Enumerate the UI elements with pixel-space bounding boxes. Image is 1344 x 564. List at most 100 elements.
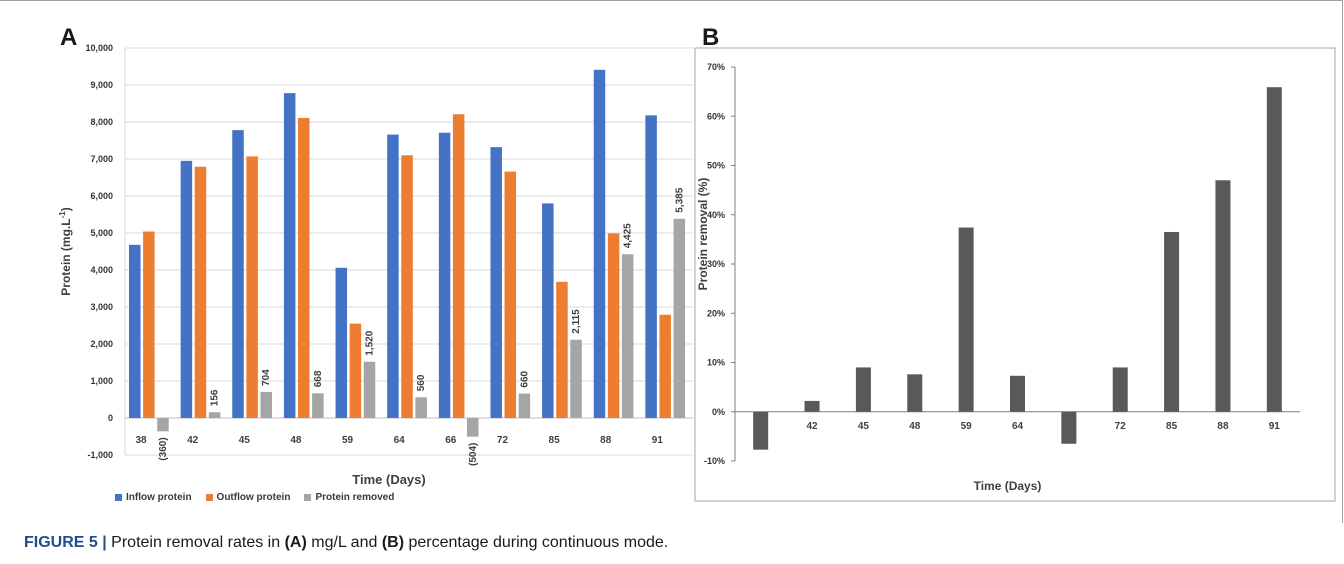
bar-b	[855, 367, 871, 412]
chart-b: -10% 0% 10% 20% 30% 40% 50% 60% 70% 42 45 48 59 64 72 8…	[694, 47, 1336, 502]
data-label-a: (504)	[468, 443, 479, 466]
bar-a-1	[607, 233, 620, 418]
y-tick-label-b: 60%	[707, 111, 725, 121]
caption-a: (A)	[284, 534, 307, 551]
data-label-a: 156	[210, 389, 221, 406]
bar-b	[1010, 375, 1025, 412]
y-tick-label-a: 8,000	[90, 117, 113, 127]
legend-item-removed: Protein removed	[304, 492, 394, 503]
figure-caption: FIGURE 5 | Protein removal rates in (A) …	[24, 534, 668, 552]
x-tick-label-a: 91	[652, 435, 664, 446]
bar-a-0	[335, 267, 348, 418]
y-tick-label-a: 2,000	[90, 339, 113, 349]
bar-a-1	[194, 166, 207, 418]
legend-a: Inflow protein Outflow protein Protein r…	[115, 492, 394, 503]
caption-text-1: Protein removal rates in	[106, 534, 285, 551]
x-axis-title-b: Time (Days)	[974, 479, 1042, 493]
x-tick-label-a: 64	[394, 435, 406, 446]
y-axis-title-b: Protein removal (%)	[696, 178, 710, 291]
x-tick-label-a: 72	[497, 435, 509, 446]
bar-a-2	[467, 418, 479, 437]
bar-a-1	[659, 314, 671, 418]
bar-a-2	[518, 393, 531, 418]
bar-a-2	[208, 412, 221, 418]
y-tick-label-b: 70%	[707, 62, 725, 72]
bar-a-2	[673, 218, 686, 418]
x-tick-label-b: 88	[1217, 421, 1229, 432]
y-axis-title-a-sup: -1	[58, 211, 67, 219]
bar-a-2	[312, 393, 324, 418]
bar-a-1	[298, 117, 310, 419]
x-tick-label-b: 48	[909, 421, 921, 432]
x-tick-label-a: 85	[549, 435, 561, 446]
bar-b	[804, 400, 820, 412]
y-tick-label-b: 20%	[707, 308, 725, 318]
legend-item-inflow: Inflow protein	[115, 492, 192, 503]
x-tick-label-a: 59	[342, 435, 354, 446]
bar-a-0	[129, 244, 141, 418]
x-tick-label-a: 45	[239, 435, 251, 446]
figure-frame	[0, 0, 1343, 523]
data-label-a: (360)	[158, 437, 169, 460]
legend-swatch-outflow	[205, 494, 213, 501]
y-tick-label-a: 5,000	[90, 228, 113, 238]
bar-a-2	[260, 391, 272, 418]
x-tick-label-b: 85	[1166, 421, 1178, 432]
legend-label-outflow: Outflow protein	[216, 492, 291, 503]
bar-b	[1061, 411, 1077, 444]
bar-b	[753, 411, 769, 450]
y-tick-label-a: 9,000	[90, 80, 113, 90]
y-tick-label-b: 0%	[712, 407, 725, 417]
bar-a-1	[349, 323, 362, 418]
y-tick-label-a: 7,000	[90, 154, 113, 164]
data-label-a: 2,115	[571, 309, 582, 334]
bar-a-1	[143, 231, 155, 418]
bar-a-1	[452, 114, 465, 418]
bar-a-0	[490, 147, 502, 418]
bar-a-0	[438, 132, 451, 419]
bar-a-0	[593, 69, 606, 418]
x-tick-label-a: 48	[290, 435, 302, 446]
y-tick-label-a: 6,000	[90, 191, 113, 201]
bar-a-0	[180, 160, 193, 418]
y-axis-title-a-main: Protein (mg.L	[59, 218, 73, 295]
data-label-a: 5,385	[674, 187, 685, 212]
x-tick-label-b: 64	[1012, 421, 1024, 432]
caption-tag: FIGURE 5 |	[24, 534, 107, 551]
bar-b	[1164, 231, 1180, 412]
bar-a-0	[542, 203, 554, 418]
x-tick-label-a: 42	[187, 435, 199, 446]
bar-a-1	[401, 155, 413, 419]
x-tick-label-a: 66	[445, 435, 457, 446]
legend-label-inflow: Inflow protein	[126, 492, 192, 503]
bar-a-0	[387, 134, 399, 418]
data-label-a: 668	[313, 370, 324, 387]
y-tick-label-a: 3,000	[90, 302, 113, 312]
bar-a-0	[645, 115, 657, 418]
bar-a-1	[246, 156, 258, 418]
legend-label-removed: Protein removed	[315, 492, 395, 503]
x-tick-label-b: 45	[858, 421, 870, 432]
bar-b	[1112, 367, 1128, 412]
caption-text-3: percentage during continuous mode.	[404, 534, 669, 551]
x-axis-title-a: Time (Days)	[352, 472, 425, 487]
y-axis-title-a: Protein (mg.L-1)	[58, 207, 73, 295]
bar-b	[1215, 180, 1231, 412]
bar-b	[907, 374, 923, 412]
y-tick-label-a: 4,000	[90, 265, 113, 275]
bar-a-1	[556, 281, 568, 418]
panel-letter-b: B	[702, 24, 720, 51]
bar-a-2	[570, 339, 582, 418]
y-tick-label-b: 50%	[707, 161, 725, 171]
x-tick-label-b: 42	[806, 421, 818, 432]
bar-b	[1266, 87, 1282, 412]
data-label-a: 1,520	[364, 330, 375, 355]
y-tick-label-a: -1,000	[87, 450, 113, 460]
y-tick-label-b: -10%	[704, 456, 725, 466]
caption-text-2: mg/L and	[306, 534, 382, 551]
data-label-a: 4,425	[623, 223, 634, 248]
bar-a-1	[504, 171, 517, 418]
bar-a-2	[157, 418, 169, 432]
bar-a-0	[232, 130, 244, 418]
x-tick-label-b: 91	[1269, 421, 1281, 432]
